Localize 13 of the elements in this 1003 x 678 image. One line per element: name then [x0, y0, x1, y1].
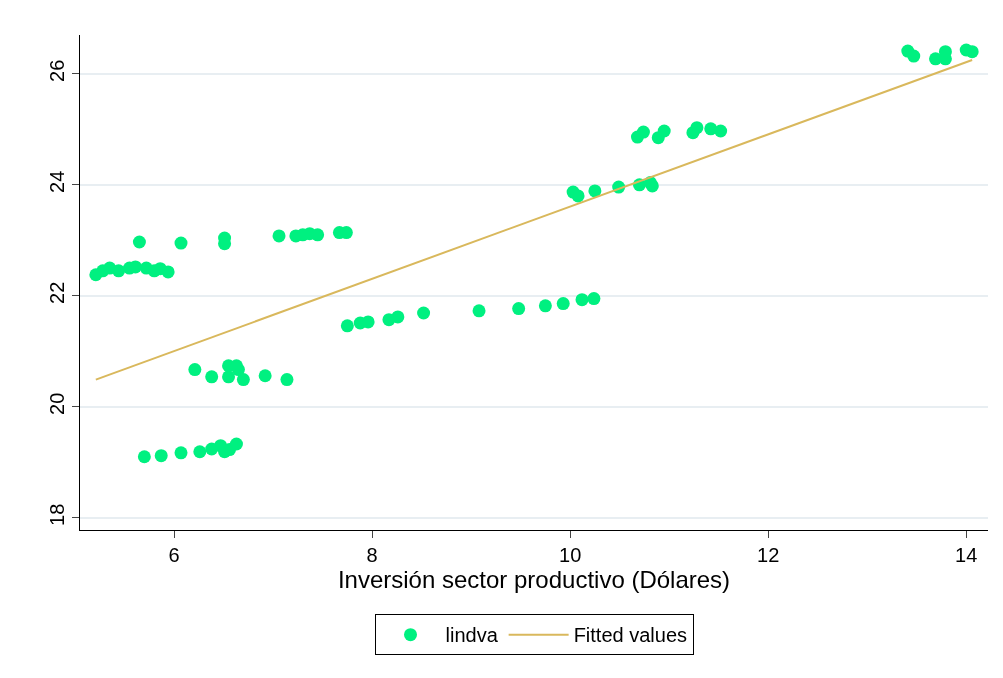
x-tick-label: 6 [168, 544, 180, 566]
y-tick-label: 20 [46, 392, 68, 415]
x-axis-title: Inversión sector productivo (Dólares) [337, 566, 731, 593]
x-tick-label: 8 [366, 544, 378, 566]
x-tick-label: 14 [955, 544, 978, 566]
legend-label: lindva [445, 624, 499, 647]
legend-label: Fitted values [573, 624, 688, 647]
y-tick-label: 24 [46, 170, 68, 193]
y-tick-label: 18 [46, 503, 68, 526]
x-tick-label: 12 [757, 544, 780, 566]
x-tick-label: 10 [559, 544, 582, 566]
y-tick-label: 22 [46, 281, 68, 304]
y-tick-label: 26 [46, 59, 68, 82]
